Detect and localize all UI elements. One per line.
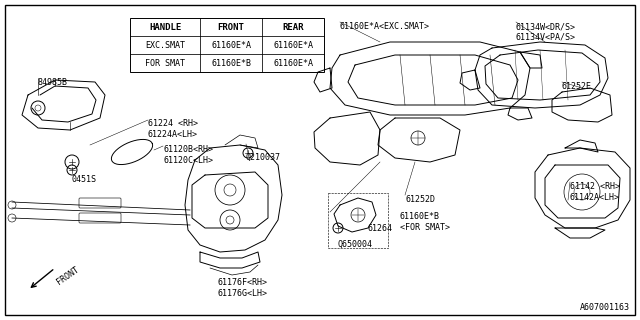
Text: 61120B<RH>: 61120B<RH>	[163, 145, 213, 154]
Text: EXC.SMAT: EXC.SMAT	[145, 41, 185, 50]
Text: 61142 <RH>: 61142 <RH>	[570, 182, 620, 191]
Text: 61120C<LH>: 61120C<LH>	[163, 156, 213, 165]
Bar	[328, 193, 388, 248]
Text: 61160E*A<EXC.SMAT>: 61160E*A<EXC.SMAT>	[340, 22, 430, 31]
Text: 61160E*B: 61160E*B	[211, 59, 251, 68]
Text: HANDLE: HANDLE	[149, 22, 181, 31]
Text: 61160E*A: 61160E*A	[273, 41, 313, 50]
Text: Q650004: Q650004	[338, 240, 373, 249]
Text: 61160E*B: 61160E*B	[400, 212, 440, 221]
Text: FOR SMAT: FOR SMAT	[145, 59, 185, 68]
Text: 61160E*A: 61160E*A	[273, 59, 313, 68]
Text: FRONT: FRONT	[218, 22, 244, 31]
Text: A607001163: A607001163	[580, 303, 630, 312]
Bar	[130, 18, 324, 72]
Text: 61224A<LH>: 61224A<LH>	[148, 130, 198, 139]
Text: 61224 <RH>: 61224 <RH>	[148, 119, 198, 128]
Text: REAR: REAR	[282, 22, 304, 31]
Text: 61176G<LH>: 61176G<LH>	[218, 289, 268, 298]
Text: 61252E: 61252E	[562, 82, 592, 91]
Text: Q210037: Q210037	[246, 153, 281, 162]
Text: 61252D: 61252D	[405, 195, 435, 204]
Text: 61134W<DR/S>: 61134W<DR/S>	[516, 22, 576, 31]
Text: <FOR SMAT>: <FOR SMAT>	[400, 223, 450, 232]
Text: 61176F<RH>: 61176F<RH>	[218, 278, 268, 287]
Text: 61134V<PA/S>: 61134V<PA/S>	[516, 33, 576, 42]
Text: 0451S: 0451S	[72, 175, 97, 184]
Text: 61160E*A: 61160E*A	[211, 41, 251, 50]
Text: 61142A<LH>: 61142A<LH>	[570, 193, 620, 202]
Text: 61264: 61264	[368, 224, 393, 233]
Text: FRONT: FRONT	[55, 265, 81, 287]
Text: 84985B: 84985B	[38, 78, 68, 87]
